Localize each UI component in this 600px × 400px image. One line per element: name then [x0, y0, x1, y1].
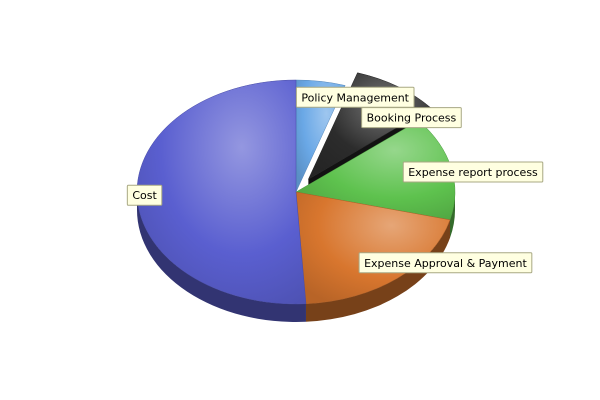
label-text: Expense Approval & Payment: [364, 257, 527, 270]
pie-labels: Policy Management Booking Process Expense …: [126, 86, 544, 274]
label-box: [402, 161, 544, 183]
slice-label-expense-report-process: Expense report process: [402, 161, 544, 183]
label-text: Policy Management: [301, 91, 409, 104]
pie-side-cost: [137, 192, 306, 322]
slice-label-policy-management: Policy Management: [295, 86, 415, 108]
label-box: [295, 86, 415, 108]
label-box: [126, 184, 163, 206]
label-box: [361, 107, 462, 129]
label-text: Cost: [132, 189, 157, 202]
slice-label-expense-approval-payment: Expense Approval & Payment: [358, 252, 533, 274]
label-box: [358, 252, 533, 274]
pie-side-expense-report-process: [450, 192, 455, 238]
label-text: Expense report process: [408, 166, 538, 179]
label-text: Booking Process: [367, 112, 457, 125]
pie-slice-expense-approval-payment[interactable]: [295, 191, 451, 305]
slice-label-booking-process: Booking Process: [361, 107, 462, 129]
slice-label-cost: Cost: [126, 184, 163, 206]
